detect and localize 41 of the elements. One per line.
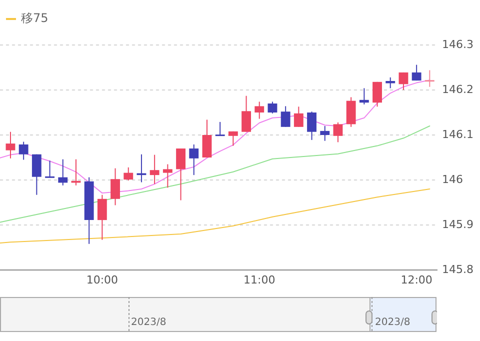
candlestick bbox=[333, 122, 343, 143]
candlestick bbox=[150, 154, 160, 185]
candlestick bbox=[346, 96, 356, 128]
candlestick bbox=[202, 119, 212, 158]
candlestick bbox=[45, 160, 54, 178]
x-tick-label: 12:00 bbox=[400, 273, 432, 286]
legend-label: 移75 bbox=[21, 10, 48, 27]
candlestick bbox=[242, 95, 251, 132]
candlestick bbox=[254, 101, 264, 120]
candlestick bbox=[124, 166, 134, 181]
y-tick-label: 145.9 bbox=[442, 218, 474, 231]
candlestick bbox=[97, 194, 107, 240]
candlestick bbox=[215, 121, 225, 136]
candlestick bbox=[424, 70, 434, 88]
candlestick bbox=[32, 154, 42, 196]
candlestick bbox=[398, 72, 408, 90]
x-tick-label: 10:00 bbox=[86, 273, 118, 286]
candlestick bbox=[386, 76, 396, 89]
y-tick-label: 146 bbox=[442, 172, 463, 186]
candlestick bbox=[176, 148, 186, 201]
y-tick-label: 145.8 bbox=[442, 262, 474, 276]
candlestick bbox=[58, 158, 68, 186]
candlestick bbox=[162, 164, 172, 188]
range-slider: 2023/8 2023/8 bbox=[0, 297, 437, 333]
candlestick bbox=[307, 111, 316, 140]
candlestick bbox=[18, 141, 28, 160]
candlestick bbox=[280, 106, 290, 128]
candlestick bbox=[268, 101, 278, 114]
candlestick bbox=[320, 126, 330, 142]
candlestick bbox=[359, 88, 369, 105]
candlestick bbox=[6, 131, 16, 159]
y-tick-label: 146.2 bbox=[442, 82, 474, 96]
candlestick bbox=[412, 64, 422, 82]
candlestick bbox=[294, 106, 304, 128]
candlestick bbox=[189, 144, 199, 176]
y-tick-label: 146.1 bbox=[442, 128, 474, 141]
candlestick bbox=[228, 130, 238, 146]
y-tick-label: 146.3 bbox=[442, 38, 474, 51]
candlestick bbox=[110, 168, 120, 206]
x-tick-label: 11:00 bbox=[244, 273, 276, 286]
candlestick bbox=[372, 81, 382, 108]
